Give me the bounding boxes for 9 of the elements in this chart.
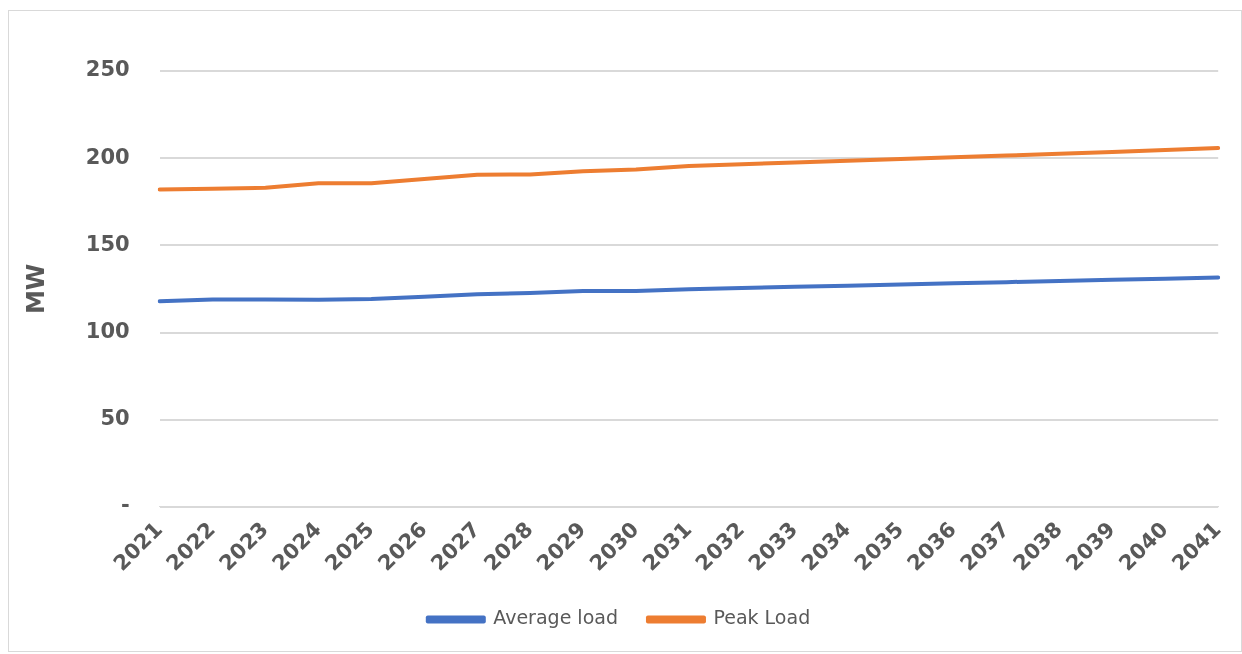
legend-label: Peak Load xyxy=(713,606,811,629)
legend-label: Average load xyxy=(493,606,618,629)
y-tick-label: 250 xyxy=(85,57,130,82)
y-tick-label: 100 xyxy=(85,318,130,343)
y-tick-label: - xyxy=(120,493,130,518)
y-axis-title: MW xyxy=(21,263,50,315)
y-tick-label: 150 xyxy=(85,231,130,256)
y-tick-label: 200 xyxy=(85,144,130,169)
y-tick-label: 50 xyxy=(100,406,130,431)
